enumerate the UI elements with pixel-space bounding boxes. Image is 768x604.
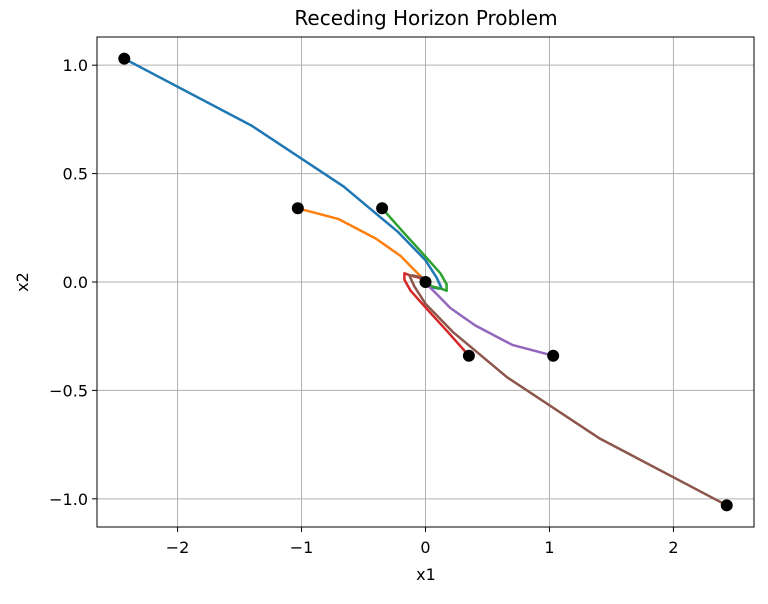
start-point-marker bbox=[291, 202, 304, 215]
grid bbox=[97, 37, 754, 527]
y-tick-label: 1.0 bbox=[63, 56, 88, 75]
trajectory-line-5 bbox=[424, 280, 555, 357]
x-tick-label: 0 bbox=[420, 538, 430, 557]
y-tick-label: 0.0 bbox=[63, 273, 88, 292]
x-tick-label: 2 bbox=[668, 538, 678, 557]
y-tick-label: −1.0 bbox=[49, 490, 88, 509]
y-axis-label: x2 bbox=[13, 272, 32, 292]
start-point-marker bbox=[547, 349, 560, 362]
start-point-marker bbox=[462, 349, 475, 362]
start-point-marker bbox=[419, 276, 432, 288]
x-axis-label: x1 bbox=[416, 565, 436, 584]
start-point-marker bbox=[118, 52, 131, 65]
y-tick-label: 0.5 bbox=[63, 165, 88, 184]
trajectory-line-3 bbox=[380, 207, 448, 292]
trajectory-line-6 bbox=[408, 274, 728, 507]
x-tick-label: −1 bbox=[290, 538, 314, 557]
y-tick-label: −0.5 bbox=[49, 381, 88, 400]
start-point-markers bbox=[118, 52, 733, 512]
axis-ticks: −2 −1 0 1 2 −1.0 −0.5 0.0 0.5 1.0 bbox=[49, 56, 678, 557]
chart-title: Receding Horizon Problem bbox=[294, 6, 557, 30]
x-tick-label: −2 bbox=[166, 538, 190, 557]
start-point-marker bbox=[376, 202, 389, 215]
trajectory-line-2 bbox=[296, 207, 427, 284]
x-tick-label: 1 bbox=[544, 538, 554, 557]
start-point-marker bbox=[720, 499, 733, 512]
